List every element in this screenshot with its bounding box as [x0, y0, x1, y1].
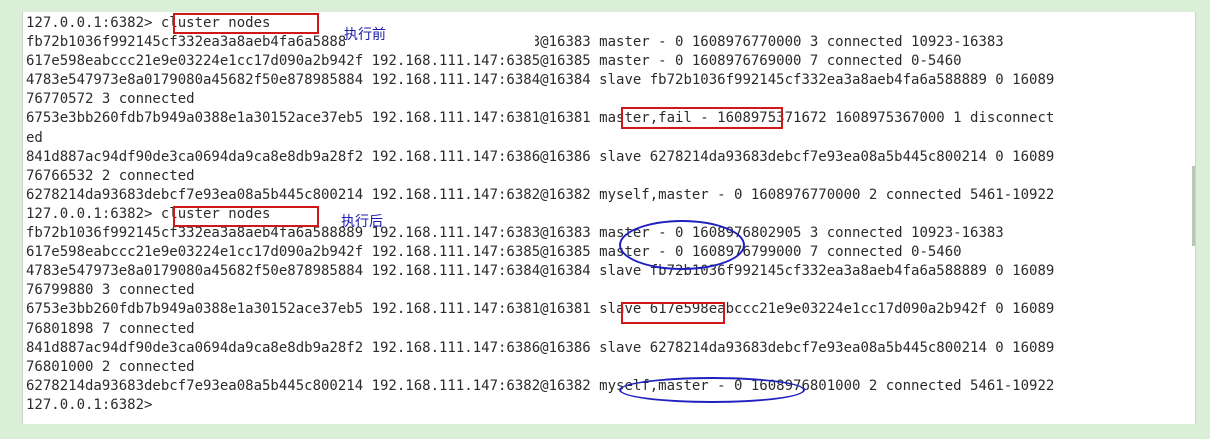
terminal-output: 127.0.0.1:6382> cluster nodes fb72b1036f…	[26, 14, 1054, 415]
after-annotation-label: 执行后	[341, 214, 383, 230]
terminal-line: 841d887ac94df90de3ca0694da9ca8e8db9a28f2…	[26, 148, 1055, 165]
highlight-box-command-before	[173, 13, 319, 34]
terminal-line: 127.0.0.1:6382> cluster nodes	[26, 15, 271, 31]
terminal-line: 76801898 7 connected	[26, 320, 195, 337]
terminal-line: 6753e3bb260fdb7b949a0388e1a30152ace37eb5…	[26, 301, 1055, 318]
highlight-ellipse-myself-master	[619, 377, 805, 403]
terminal-line: 127.0.0.1:6382> cluster nodes	[26, 205, 271, 222]
highlight-box-master-fail	[621, 107, 783, 129]
terminal-line: 841d887ac94df90de3ca0694da9ca8e8db9a28f2…	[26, 339, 1055, 356]
terminal-line: 76801000 2 connected	[26, 358, 195, 375]
terminal-line: fb72b1036f992145cf332ea3a8aeb4fa6a588889…	[26, 34, 1004, 51]
terminal-line: ed	[26, 129, 43, 146]
annotation-cover	[345, 34, 535, 52]
terminal-line: 617e598eabccc21e9e03224e1cc17d090a2b942f…	[26, 53, 962, 70]
terminal-line: 76770572 3 connected	[26, 91, 195, 108]
terminal-line: 617e598eabccc21e9e03224e1cc17d090a2b942f…	[26, 244, 962, 261]
terminal-window[interactable]: 127.0.0.1:6382> cluster nodes fb72b1036f…	[22, 12, 1196, 424]
terminal-line: 76799880 3 connected	[26, 282, 195, 299]
highlight-ellipse-new-master	[619, 220, 745, 270]
highlight-box-slave	[621, 302, 725, 324]
terminal-line: 6753e3bb260fdb7b949a0388e1a30152ace37eb5…	[26, 110, 1055, 127]
terminal-line: 127.0.0.1:6382>	[26, 396, 153, 413]
terminal-line: 4783e547973e8a0179080a45682f50e878985884…	[26, 263, 1055, 280]
highlight-box-command-after	[173, 206, 319, 227]
terminal-line: 76766532 2 connected	[26, 167, 195, 184]
before-annotation-label: 执行前	[344, 27, 386, 43]
terminal-line: 6278214da93683debcf7e93ea08a5b445c800214…	[26, 377, 1055, 394]
scrollbar[interactable]	[1192, 166, 1195, 246]
terminal-line: 4783e547973e8a0179080a45682f50e878985884…	[26, 72, 1055, 89]
terminal-line: 6278214da93683debcf7e93ea08a5b445c800214…	[26, 186, 1055, 203]
